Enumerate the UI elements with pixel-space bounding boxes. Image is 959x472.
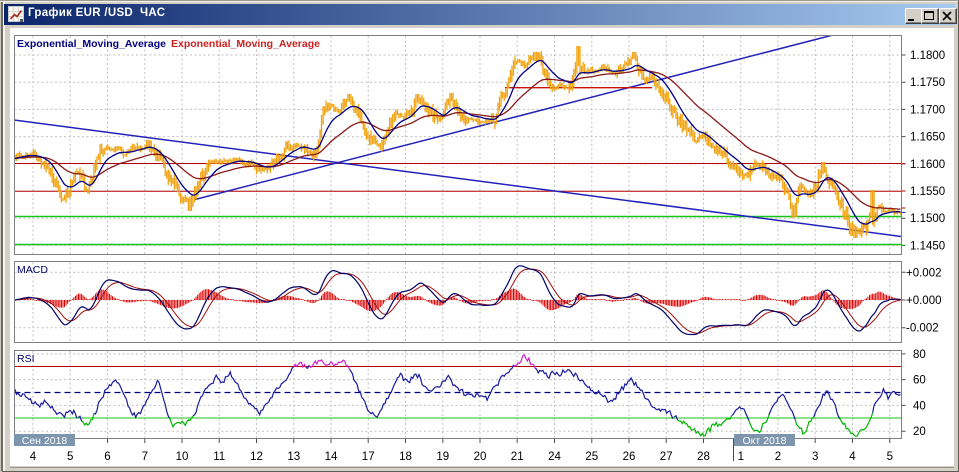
svg-text:5: 5 — [67, 451, 73, 463]
svg-text:12: 12 — [250, 451, 263, 463]
svg-text:+0.002: +0.002 — [906, 267, 942, 279]
svg-text:80: 80 — [913, 349, 926, 361]
svg-text:27: 27 — [660, 451, 673, 463]
svg-text:24: 24 — [548, 451, 561, 463]
svg-text:13: 13 — [287, 451, 300, 463]
svg-text:Exponential_Moving_Average: Exponential_Moving_Average — [17, 38, 166, 50]
svg-text:Exponential_Moving_Average: Exponential_Moving_Average — [171, 38, 320, 50]
svg-text:Сен 2018: Сен 2018 — [22, 435, 68, 447]
svg-text:4: 4 — [849, 451, 856, 463]
svg-text:-0.002: -0.002 — [906, 323, 939, 335]
svg-text:1.1750: 1.1750 — [910, 77, 945, 89]
svg-text:1.1600: 1.1600 — [910, 159, 945, 171]
svg-text:1.1800: 1.1800 — [910, 50, 945, 62]
svg-text:28: 28 — [697, 451, 710, 463]
svg-text:5: 5 — [887, 451, 893, 463]
svg-text:Окт 2018: Окт 2018 — [743, 435, 787, 447]
svg-text:1: 1 — [738, 451, 744, 463]
svg-text:26: 26 — [623, 451, 636, 463]
svg-text:10: 10 — [176, 451, 189, 463]
svg-text:40: 40 — [913, 400, 926, 412]
svg-text:1.1450: 1.1450 — [910, 240, 945, 252]
svg-text:3: 3 — [812, 451, 818, 463]
svg-text:20: 20 — [474, 451, 487, 463]
svg-text:19: 19 — [436, 451, 449, 463]
svg-text:11: 11 — [213, 451, 225, 463]
svg-text:4: 4 — [30, 451, 37, 463]
svg-text:14: 14 — [325, 451, 338, 463]
svg-text:18: 18 — [399, 451, 412, 463]
svg-text:21: 21 — [511, 451, 524, 463]
svg-text:RSI: RSI — [17, 353, 35, 365]
svg-text:1.1650: 1.1650 — [910, 132, 945, 144]
svg-text:+0.000: +0.000 — [906, 295, 942, 307]
svg-text:1.1500: 1.1500 — [910, 213, 945, 225]
svg-text:20: 20 — [913, 426, 926, 438]
svg-text:60: 60 — [913, 375, 926, 387]
svg-text:6: 6 — [104, 451, 110, 463]
svg-text:17: 17 — [362, 451, 375, 463]
svg-text:1.1700: 1.1700 — [910, 104, 945, 116]
svg-text:25: 25 — [585, 451, 598, 463]
svg-text:1.1550: 1.1550 — [910, 186, 945, 198]
svg-text:2: 2 — [775, 451, 781, 463]
svg-text:MACD: MACD — [17, 264, 48, 276]
svg-text:7: 7 — [142, 451, 148, 463]
